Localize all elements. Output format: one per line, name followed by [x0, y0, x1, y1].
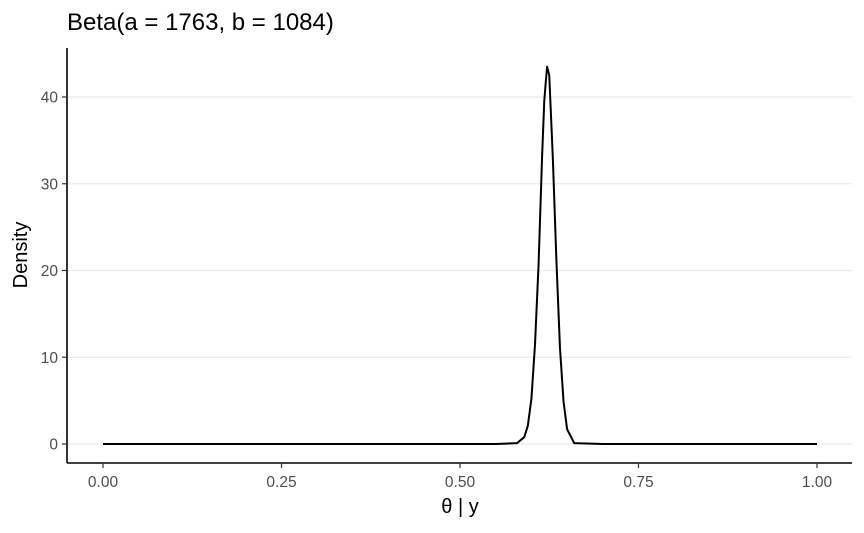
- y-tick-label: 10: [41, 350, 59, 367]
- y-tick-label: 40: [41, 90, 59, 107]
- x-tick-label: 0.50: [445, 474, 476, 491]
- x-tick-label: 1.00: [802, 474, 833, 491]
- x-axis-ticks: 0.00 0.25 0.50 0.75 1.00: [88, 463, 833, 491]
- chart-title: Beta(a = 1763, b = 1084): [67, 9, 334, 36]
- y-tick-label: 20: [41, 263, 59, 280]
- x-tick-label: 0.00: [88, 474, 119, 491]
- density-curve: [103, 65, 817, 445]
- x-tick-label: 0.75: [623, 474, 653, 491]
- x-tick-label: 0.25: [266, 474, 296, 491]
- y-axis-ticks: 0 10 20 30 40: [41, 90, 67, 454]
- y-tick-label: 0: [49, 437, 58, 454]
- y-tick-label: 30: [41, 176, 59, 193]
- y-axis-title: Density: [10, 222, 32, 289]
- plot-area: [103, 65, 817, 445]
- x-axis-title: θ | y: [441, 496, 478, 518]
- gridlines: [67, 96, 852, 445]
